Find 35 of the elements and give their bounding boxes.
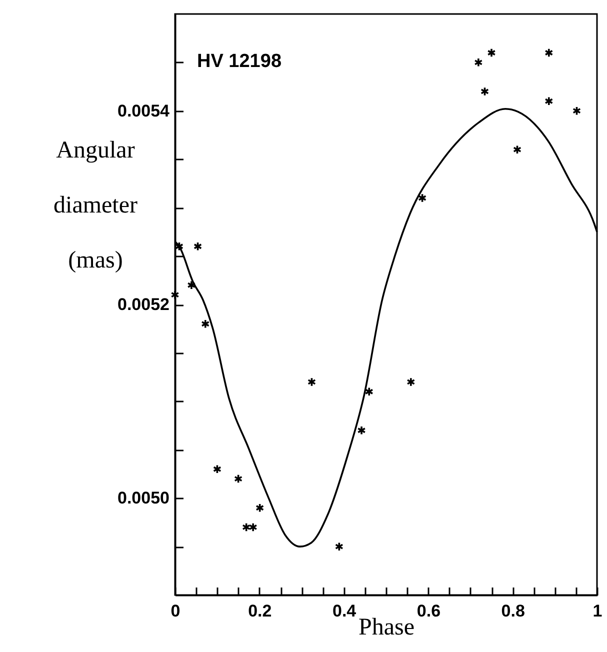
point — [487, 48, 496, 58]
point — [174, 242, 184, 252]
point — [307, 377, 316, 387]
point — [334, 542, 344, 552]
point — [480, 86, 490, 96]
point — [242, 522, 251, 532]
point — [212, 464, 222, 474]
point — [544, 48, 554, 58]
y-tick-label: 0.0052 — [118, 295, 170, 314]
point — [234, 474, 243, 484]
point — [357, 426, 366, 436]
point — [248, 522, 258, 532]
x-tick-label: 1 — [592, 602, 602, 620]
point — [187, 280, 196, 290]
point — [474, 58, 483, 68]
x-tick-label: 0 — [170, 602, 180, 620]
point — [364, 386, 374, 396]
point — [418, 193, 427, 203]
point — [170, 290, 180, 300]
x-axis-title: Phase — [358, 614, 414, 640]
point — [572, 106, 582, 116]
annotation: HV 12198 — [197, 51, 282, 72]
x-tick-label: 0.2 — [248, 602, 272, 620]
y-tick-label: 0.0050 — [118, 488, 170, 508]
x-tick-label: 0.8 — [501, 602, 525, 620]
point — [406, 377, 416, 387]
point — [201, 319, 210, 329]
point — [194, 242, 202, 252]
x-tick-label: 0.6 — [416, 602, 441, 620]
x-tick-label: 0.4 — [332, 602, 357, 620]
point — [544, 96, 554, 106]
text: Angular diameter (mas) — [54, 138, 138, 274]
point — [512, 144, 522, 154]
y-tick-label: 0.0054 — [118, 101, 170, 120]
point — [256, 503, 264, 513]
